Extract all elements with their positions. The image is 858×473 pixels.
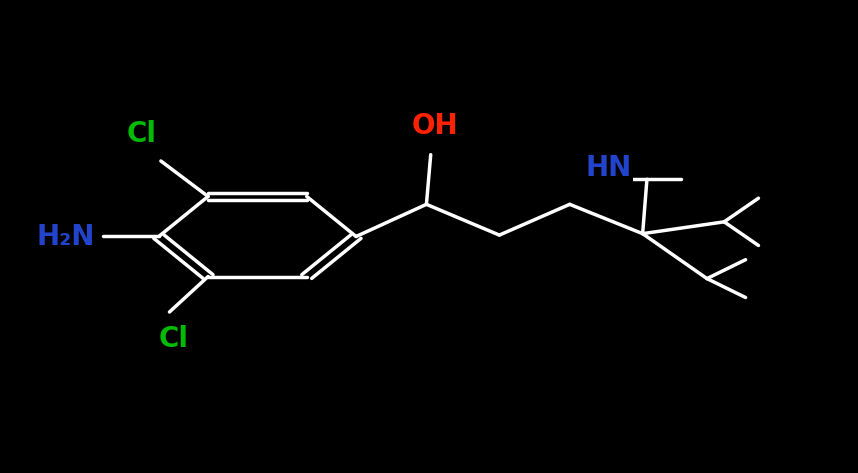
Text: H₂N: H₂N [36, 222, 94, 251]
Text: Cl: Cl [159, 325, 189, 353]
Text: OH: OH [412, 113, 458, 140]
Text: HN: HN [585, 154, 631, 182]
Text: Cl: Cl [127, 120, 156, 148]
